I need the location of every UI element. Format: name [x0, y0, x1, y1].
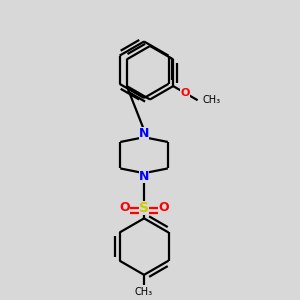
Text: N: N — [139, 127, 149, 140]
Text: CH₃: CH₃ — [203, 95, 221, 105]
Text: O: O — [119, 202, 130, 214]
Text: S: S — [139, 201, 149, 215]
Text: CH₃: CH₃ — [135, 287, 153, 297]
Text: O: O — [158, 202, 169, 214]
Text: N: N — [139, 170, 149, 183]
Text: O: O — [180, 88, 189, 98]
